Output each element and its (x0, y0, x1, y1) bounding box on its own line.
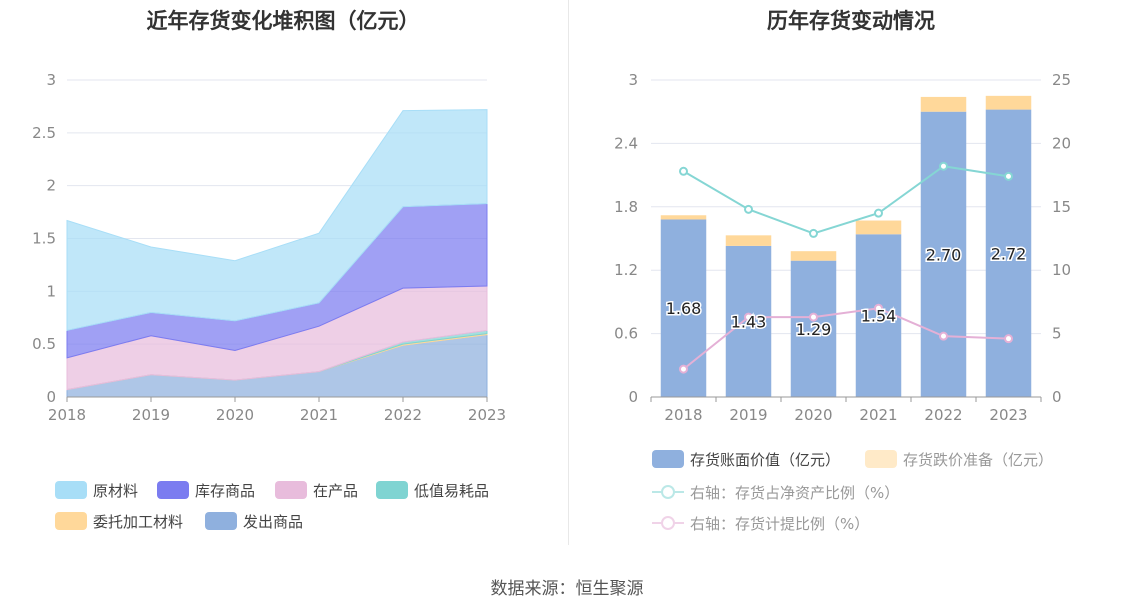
bar-value-label: 1.29 (796, 320, 832, 339)
line-point (874, 208, 883, 218)
legend-swatch (55, 512, 87, 530)
bar-value-label: 2.72 (991, 244, 1027, 263)
legend-label: 低值易耗品 (414, 481, 490, 500)
bar-segment (725, 235, 772, 246)
bar-segment (660, 215, 707, 220)
area-series (66, 109, 488, 332)
y-tick-label: 2.4 (614, 134, 638, 152)
line-point (1004, 334, 1013, 344)
data-source-note: 数据来源：恒生聚源 (490, 579, 644, 599)
legend-label: 原材料 (93, 481, 139, 500)
bar-line-chart: 0 0.6 1.2 1.8 2.4 3 0 5 10 15 20 25 2018 2019 2020 2021… (614, 71, 1071, 424)
y2-tick-label: 15 (1052, 198, 1071, 216)
line-point (809, 228, 818, 238)
legend-swatch (157, 481, 189, 499)
y2-tick-label: 5 (1052, 325, 1062, 343)
y-tick-label: 0.5 (32, 335, 56, 353)
y-tick-label: 2 (46, 177, 56, 195)
bar-segment (790, 251, 837, 261)
line-point (1004, 171, 1013, 181)
bar-line-chart-panel: 历年存货变动情况 0 0.6 1.2 1.8 2.4 3 0 5 10 15 20 25 2018 201… (568, 0, 1134, 560)
bar-segment (985, 109, 1032, 397)
x-tick-label: 2022 (924, 406, 962, 424)
legend-item[interactable]: 右轴：存货占净资产比例（%） (652, 481, 899, 503)
y-tick-label: 1.2 (614, 261, 638, 279)
legend-swatch (652, 514, 684, 532)
x-tick-label: 2020 (794, 406, 832, 424)
bar-segment (920, 96, 967, 112)
legend-item[interactable]: 原材料 (55, 479, 138, 501)
x-tick-label: 2019 (132, 406, 170, 424)
bar-value-label: 1.43 (731, 312, 767, 331)
legend-item[interactable]: 存货账面价值（亿元） (652, 448, 840, 470)
left-chart-title: 近年存货变化堆积图（亿元） (146, 9, 420, 33)
legend-item[interactable]: 低值易耗品 (376, 479, 489, 501)
legend-label: 委托加工材料 (93, 512, 184, 531)
legend-swatch (55, 481, 87, 499)
bar-segment (790, 260, 837, 397)
legend-label: 右轴：存货计提比例（%） (690, 514, 870, 533)
line-point (679, 166, 688, 176)
stacked-area-chart: 0 0.5 1 1.5 2 2.5 3 2018 2019 2020 2021 2022 2023 (32, 71, 506, 424)
legend-item[interactable]: 存货跌价准备（亿元） (865, 448, 1053, 470)
legend-swatch (652, 450, 684, 468)
legend-label: 库存商品 (195, 481, 256, 500)
x-tick-label: 2021 (300, 406, 338, 424)
line-point (939, 161, 948, 171)
bar-segment (855, 220, 902, 235)
y2-tick-label: 20 (1052, 134, 1071, 152)
y2-tick-label: 10 (1052, 261, 1071, 279)
bar-value-label: 1.54 (861, 307, 897, 326)
legend-swatch (376, 481, 408, 499)
x-tick-label: 2023 (468, 406, 506, 424)
line-point (874, 303, 883, 313)
line-point (939, 331, 948, 341)
x-tick-label: 2019 (729, 406, 767, 424)
right-chart-title: 历年存货变动情况 (767, 9, 935, 33)
x-tick-label: 2023 (989, 406, 1027, 424)
legend-item[interactable]: 右轴：存货计提比例（%） (652, 512, 869, 534)
line-point (744, 312, 753, 322)
y-tick-label: 0 (46, 388, 56, 406)
legend-item[interactable]: 库存商品 (157, 479, 255, 501)
legend-swatch (652, 483, 684, 501)
y2-tick-label: 0 (1052, 388, 1062, 406)
line-point (809, 312, 818, 322)
y-tick-label: 0 (628, 388, 638, 406)
x-tick-label: 2018 (664, 406, 702, 424)
y-tick-label: 1.8 (614, 198, 638, 216)
y-tick-label: 3 (46, 71, 56, 89)
y2-tick-label: 25 (1052, 71, 1071, 89)
y-tick-label: 1 (46, 282, 56, 300)
bar-segment (920, 111, 967, 397)
x-tick-label: 2022 (384, 406, 422, 424)
legend-item[interactable]: 在产品 (275, 479, 358, 501)
legend-label: 存货跌价准备（亿元） (903, 450, 1054, 469)
legend-label: 发出商品 (243, 512, 304, 531)
legend-label: 右轴：存货占净资产比例（%） (690, 483, 900, 502)
line-point (744, 204, 753, 214)
y-tick-label: 1.5 (32, 230, 56, 248)
y-tick-label: 3 (628, 71, 638, 89)
line-series (682, 165, 1009, 235)
legend-item[interactable]: 发出商品 (205, 510, 303, 532)
bar-value-label: 1.68 (666, 299, 702, 318)
line-series (682, 307, 1009, 370)
legend-swatch (865, 450, 897, 468)
bar-value-label: 2.70 (926, 245, 962, 264)
bar-segment (985, 95, 1032, 110)
legend-item[interactable]: 委托加工材料 (55, 510, 183, 532)
legend-swatch (275, 481, 307, 499)
line-point (679, 364, 688, 374)
legend-label: 存货账面价值（亿元） (690, 450, 841, 469)
panel-divider (568, 0, 569, 545)
y-tick-label: 2.5 (32, 124, 56, 142)
legend-swatch (205, 512, 237, 530)
legend-label: 在产品 (313, 481, 359, 500)
y-tick-label: 0.6 (614, 325, 638, 343)
x-tick-label: 2021 (859, 406, 897, 424)
x-tick-label: 2018 (48, 406, 86, 424)
stacked-area-chart-panel: 近年存货变化堆积图（亿元） 0 0.5 1 1.5 2 2.5 3 2018 2019 2020 2… (0, 0, 566, 560)
x-tick-label: 2020 (216, 406, 254, 424)
